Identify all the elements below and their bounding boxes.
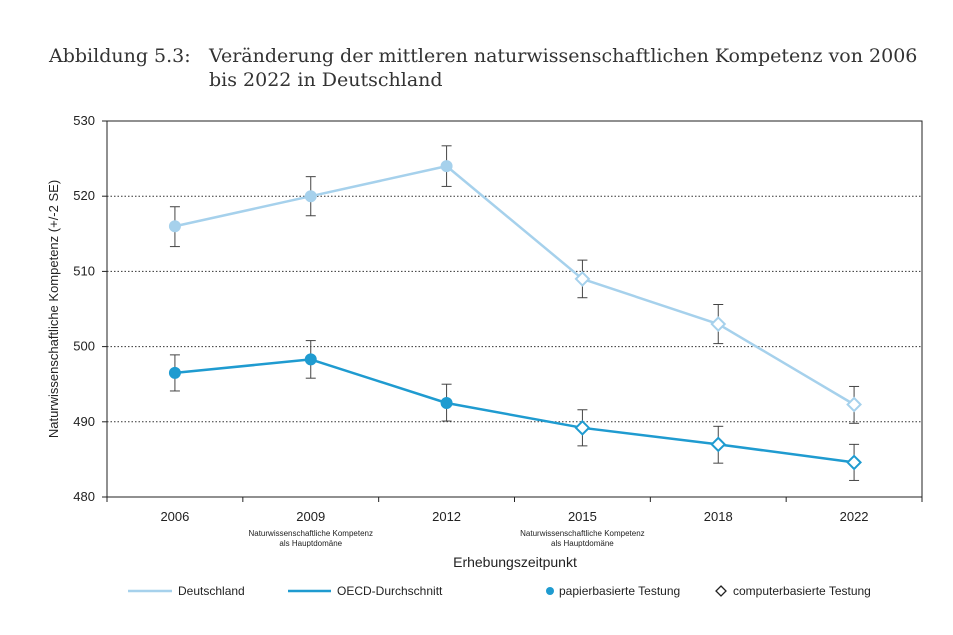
x-tick-note: Naturwissenschaftliche Kompetenz (520, 529, 645, 538)
y-axis-title: Naturwissenschaftliche Kompetenz (+/-2 S… (46, 180, 61, 438)
series-oecd-durchschnitt (168, 340, 862, 481)
figure-number: Abbildung 5.3: (49, 45, 191, 67)
legend-marker-computer (715, 585, 727, 597)
x-tick-label: 2018 (704, 509, 733, 524)
data-point-computer (574, 419, 591, 436)
y-tick-label: 520 (73, 188, 95, 203)
data-point-computer (710, 436, 727, 453)
x-tick-note: Naturwissenschaftliche Kompetenz (248, 529, 373, 538)
legend: Deutschland OECD-Durchschnitt papierbasier… (128, 584, 871, 598)
y-tick-label: 490 (73, 414, 95, 429)
data-point-paper (440, 160, 453, 173)
y-tick-label: 500 (73, 339, 95, 354)
data-point-computer (846, 454, 862, 471)
legend-label: Deutschland (178, 584, 245, 598)
y-axis: 480 490 500 510 520 530 (73, 113, 107, 504)
plot-area (106, 120, 923, 498)
legend-label: papierbasierte Testung (559, 584, 680, 598)
x-axis: 2006 2009 Naturwissenschaftliche Kompetenz… (106, 497, 923, 548)
series-deutschland (168, 145, 862, 424)
data-point-computer (574, 271, 591, 287)
y-tick-label: 510 (73, 263, 95, 278)
data-point-computer (710, 316, 727, 332)
legend-label: computerbasierte Testung (733, 584, 871, 598)
x-tick-note: als Hauptdomäne (551, 539, 614, 548)
x-tick-label: 2012 (432, 509, 461, 524)
data-point-paper (168, 220, 181, 233)
x-tick-label: 2022 (840, 509, 869, 524)
data-point-paper (304, 353, 317, 366)
legend-marker-paper (546, 587, 554, 595)
data-point-paper (168, 366, 181, 379)
x-tick-label: 2009 (296, 509, 325, 524)
series-line (174, 164, 855, 406)
data-point-paper (304, 190, 317, 203)
y-tick-label: 480 (73, 489, 95, 504)
series-layer (168, 145, 862, 481)
data-point-computer (846, 396, 862, 413)
x-tick-label: 2006 (160, 509, 189, 524)
grid-lines (107, 195, 922, 423)
x-tick-note: als Hauptdomäne (279, 539, 342, 548)
x-axis-title: Erhebungszeitpunkt (453, 554, 577, 570)
data-point-paper (440, 397, 453, 409)
series-line (174, 358, 855, 464)
legend-label: OECD-Durchschnitt (337, 584, 443, 598)
figure-title: Veränderung der mittleren naturwissensch… (209, 45, 918, 91)
y-tick-label: 530 (73, 113, 95, 128)
x-tick-label: 2015 (568, 509, 597, 524)
